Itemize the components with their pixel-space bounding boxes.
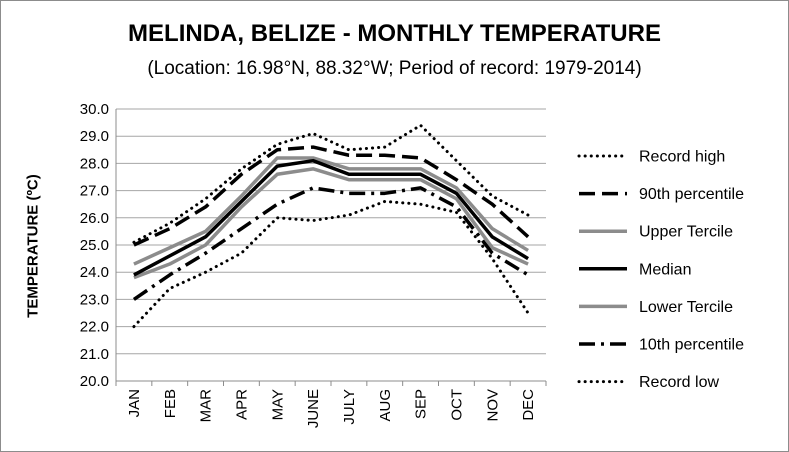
x-tick-label: JUNE xyxy=(305,389,322,428)
legend-label-record-high: Record high xyxy=(639,149,725,166)
chart-subtitle: (Location: 16.98°N, 88.32°W; Period of r… xyxy=(147,58,642,79)
x-tick-label: AUG xyxy=(377,389,394,422)
x-tick-label: JULY xyxy=(341,389,358,425)
legend-label-median: Median xyxy=(639,261,691,278)
gridlines xyxy=(116,108,546,382)
y-tick-label: 28.0 xyxy=(80,155,109,172)
x-tick-label: DEC xyxy=(520,389,537,421)
y-tick-label: 25.0 xyxy=(80,237,109,254)
x-tick-label: OCT xyxy=(448,389,465,421)
series-lines xyxy=(132,123,530,329)
x-tick-label: JAN xyxy=(126,389,143,417)
series-line-record-high xyxy=(132,123,530,244)
x-tick-label: APR xyxy=(233,389,250,420)
x-tick-label: SEP xyxy=(413,389,430,419)
legend-label-90th-percentile: 90th percentile xyxy=(639,186,744,203)
legend-label-lower-tercile: Lower Tercile xyxy=(639,299,733,316)
x-tick-label: NOV xyxy=(484,389,501,422)
x-tick-label: FEB xyxy=(162,389,179,418)
series-line-lower-tercile xyxy=(133,167,529,280)
legend-label-10th-percentile: 10th percentile xyxy=(639,337,744,354)
y-tick-label: 27.0 xyxy=(80,183,109,200)
y-tick-label: 30.0 xyxy=(80,101,109,118)
chart-title: MELINDA, BELIZE - MONTHLY TEMPERATURE xyxy=(128,20,661,47)
series-line-upper-tercile xyxy=(133,156,529,266)
x-tick-label: MAY xyxy=(269,389,286,420)
legend-label-record-low: Record low xyxy=(639,374,719,391)
y-tick-label: 23.0 xyxy=(80,291,109,308)
series-line-record-low xyxy=(132,199,530,329)
legend: Record high 90th percentile Upper Tercile M… xyxy=(577,149,744,391)
y-tick-label: 24.0 xyxy=(80,264,109,281)
series-line-90th-percentile xyxy=(133,145,530,247)
y-tick-label: 29.0 xyxy=(80,128,109,145)
axes: 20.0 21.0 22.0 23.0 24.0 25.0 26.0 27.0 28.0 29.0… xyxy=(80,101,547,428)
x-tick-label: MAR xyxy=(198,389,215,423)
y-tick-label: 26.0 xyxy=(80,210,109,227)
y-tick-label: 21.0 xyxy=(80,346,109,363)
y-tick-label: 20.0 xyxy=(80,373,109,390)
series-line-median xyxy=(133,158,529,277)
y-tick-label: 22.0 xyxy=(80,319,109,336)
legend-label-upper-tercile: Upper Tercile xyxy=(639,224,733,241)
series-line-10th-percentile xyxy=(132,186,529,301)
